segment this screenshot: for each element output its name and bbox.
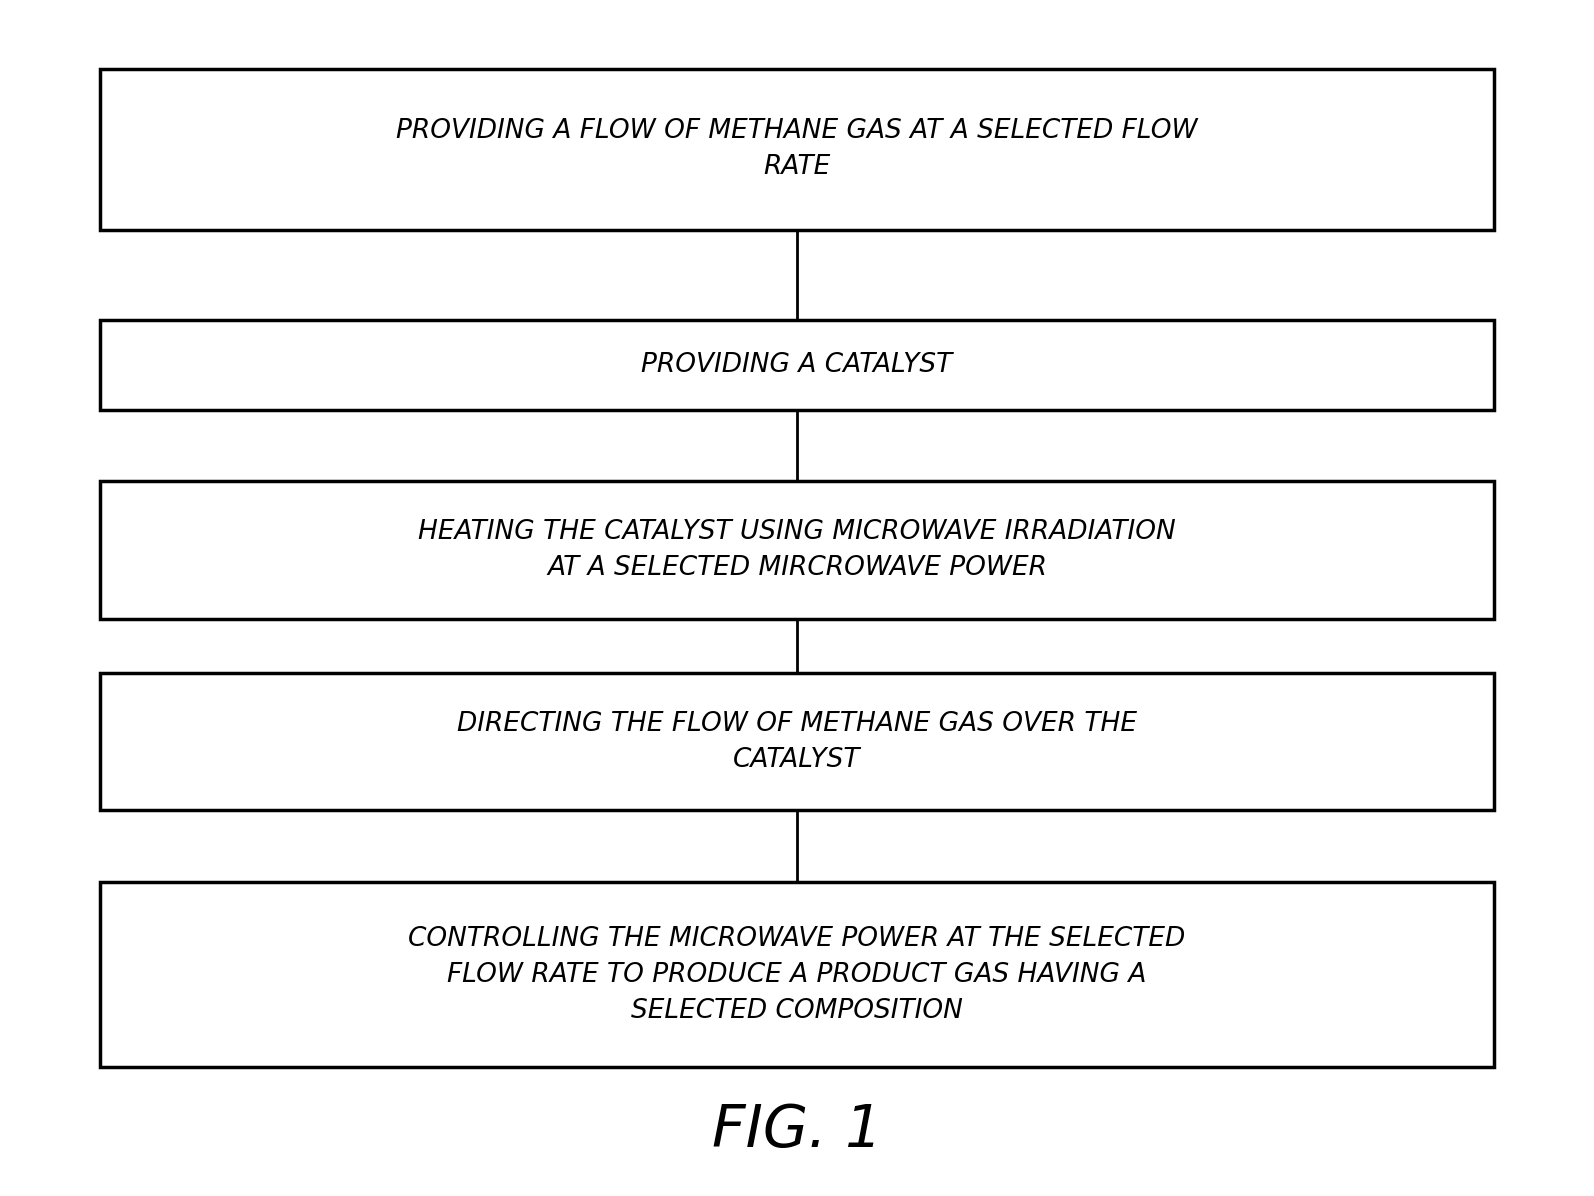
Text: CONTROLLING THE MICROWAVE POWER AT THE SELECTED
FLOW RATE TO PRODUCE A PRODUCT G: CONTROLLING THE MICROWAVE POWER AT THE S… [408,926,1186,1024]
Bar [99,481,1494,620]
Bar [99,68,1494,230]
Text: PROVIDING A FLOW OF METHANE GAS AT A SELECTED FLOW
RATE: PROVIDING A FLOW OF METHANE GAS AT A SEL… [397,118,1197,181]
Bar [99,883,1494,1067]
Text: PROVIDING A CATALYST: PROVIDING A CATALYST [641,352,953,378]
Text: HEATING THE CATALYST USING MICROWAVE IRRADIATION
AT A SELECTED MIRCROWAVE POWER: HEATING THE CATALYST USING MICROWAVE IRR… [418,519,1176,581]
Bar [99,321,1494,409]
Bar [99,672,1494,811]
Text: DIRECTING THE FLOW OF METHANE GAS OVER THE
CATALYST: DIRECTING THE FLOW OF METHANE GAS OVER T… [457,710,1137,773]
Text: FIG. 1: FIG. 1 [713,1102,881,1159]
